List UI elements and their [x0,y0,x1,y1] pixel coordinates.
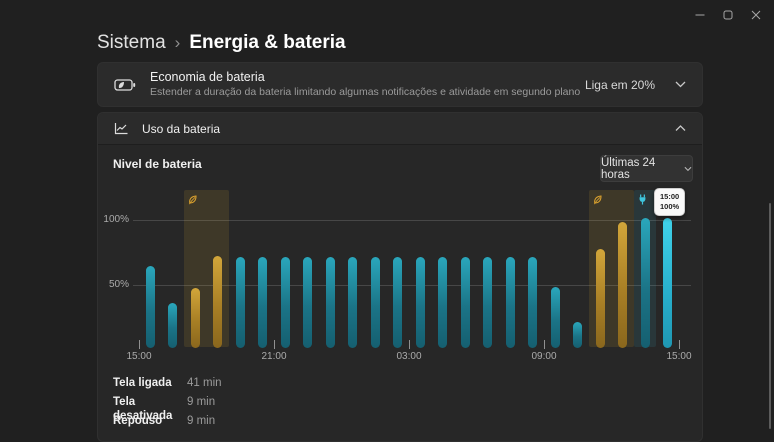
battery-level-bar[interactable] [280,257,290,348]
x-axis-tick [274,340,275,349]
minimize-icon [695,14,705,16]
titlebar [686,0,770,30]
vertical-scrollbar[interactable] [769,203,771,429]
battery-level-bar[interactable] [528,257,538,348]
stat-label: Repouso [113,415,163,427]
battery-level-bar[interactable] [460,257,470,348]
breadcrumb-separator-icon: › [174,33,181,52]
battery-usage-title: Uso da bateria [142,121,221,136]
battery-level-bar[interactable] [258,257,268,348]
battery-usage-header[interactable]: Uso da bateria [98,113,702,145]
stat-label: Tela ligada [113,377,172,389]
page-title: Energia & bateria [189,32,346,53]
leaf-icon [592,192,604,205]
stat-value: 9 min [187,396,216,408]
stat-label: Tela desativada [113,396,173,422]
stat-row-screen-on: Tela ligada 41 min [113,376,222,390]
stat-value: 41 min [187,377,222,389]
x-axis-tick [679,340,680,349]
breadcrumb-parent[interactable]: Sistema [97,32,166,53]
battery-level-bar[interactable] [168,302,178,348]
battery-level-bar[interactable] [573,322,583,348]
breadcrumb: Sistema › Energia & bateria [97,32,346,54]
battery-saver-description: Estender a duração da bateria limitando … [150,86,581,98]
close-button[interactable] [742,2,770,28]
time-range-dropdown[interactable]: Últimas 24 horas [600,155,693,182]
time-range-value: Últimas 24 horas [601,156,656,181]
chevron-down-icon[interactable] [675,81,686,88]
battery-level-label: Nivel de bateria [113,157,202,171]
plug-icon [637,192,649,205]
battery-saver-texts: Economia de bateria Estender a duração d… [150,70,585,99]
battery-saver-setting-value[interactable]: Liga em 20% [584,77,655,92]
stat-value: 9 min [187,415,216,427]
battery-level-bar[interactable] [618,221,628,348]
battery-level-chart: 100% 50% 15:00 21:00 03:00 09:00 15:00 15:00 100… [103,188,692,362]
x-axis-label: 15:00 [666,351,692,362]
battery-level-bar[interactable] [235,257,245,348]
battery-level-bar[interactable] [595,249,605,348]
battery-level-bar[interactable] [663,218,673,348]
battery-level-bar[interactable] [145,266,155,348]
battery-level-bar[interactable] [370,257,380,348]
chevron-down-icon [684,166,692,171]
battery-level-bar[interactable] [348,257,358,348]
battery-saver-icon [114,78,136,91]
battery-level-bar[interactable] [415,257,425,348]
x-axis-tick [544,340,545,349]
x-axis-tick [409,340,410,349]
x-axis-label: 09:00 [531,351,557,362]
chevron-up-icon[interactable] [675,125,686,132]
battery-level-bar[interactable] [303,257,313,348]
battery-saver-card[interactable]: Economia de bateria Estender a duração d… [97,62,703,107]
maximize-button[interactable] [714,2,742,28]
tooltip-level: 100% [660,201,680,211]
x-axis-tick [139,340,140,349]
battery-level-bar[interactable] [550,286,560,348]
y-axis-label: 100% [103,214,129,225]
x-axis-label: 03:00 [396,351,422,362]
minimize-button[interactable] [686,2,714,28]
stat-row-sleep: Repouso 9 min [113,414,215,428]
battery-level-bar[interactable] [190,288,200,348]
line-chart-icon [114,123,128,135]
x-axis-label: 15:00 [126,351,152,362]
battery-level-bar[interactable] [393,257,403,348]
battery-saver-title: Economia de bateria [150,70,265,84]
tooltip-time: 15:00 [660,192,680,201]
chart-tooltip: 15:00 100% [654,188,686,216]
battery-level-bar[interactable] [483,257,493,348]
gridline [133,220,691,221]
y-axis-label: 50% [108,279,129,290]
maximize-icon [723,10,733,20]
stat-row-screen-off: Tela desativada 9 min [113,395,215,423]
close-icon [751,10,761,20]
battery-level-bar[interactable] [640,218,650,348]
battery-level-bar[interactable] [213,255,223,348]
x-axis-label: 21:00 [261,351,287,362]
gridline [133,285,691,286]
leaf-icon [187,192,199,205]
battery-level-bar[interactable] [505,257,515,348]
battery-level-bar[interactable] [325,257,335,348]
battery-level-bar[interactable] [438,257,448,348]
